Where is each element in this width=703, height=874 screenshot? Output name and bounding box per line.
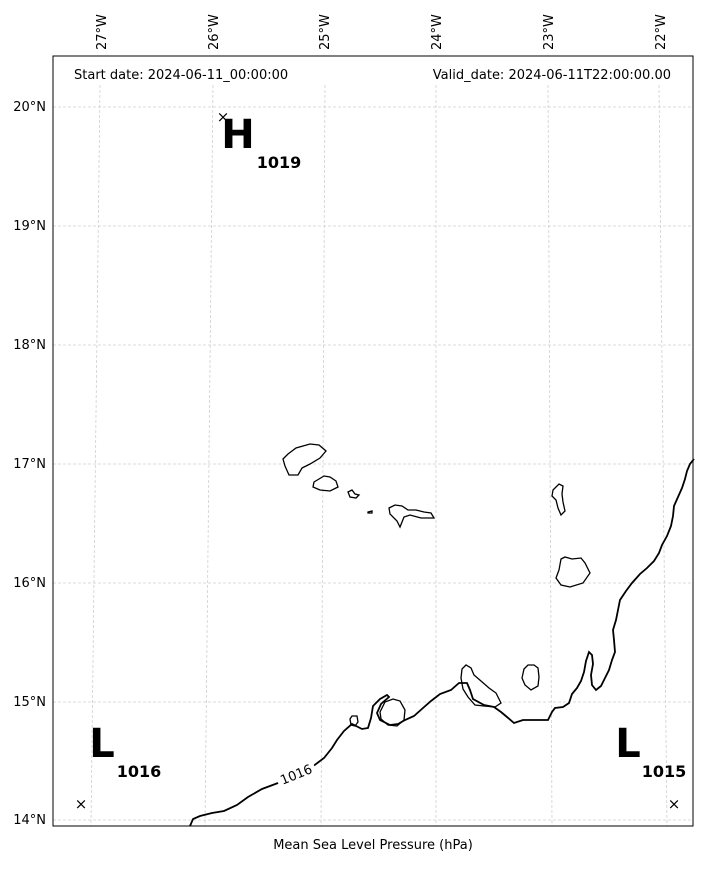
pressure-center-high: × H 1019 [217, 108, 302, 172]
latitude-labels: 20°N 19°N 18°N 17°N 16°N 15°N 14°N [13, 100, 46, 828]
lat-label: 15°N [13, 695, 46, 710]
map-frame [52, 55, 694, 827]
lon-label: 23°W [542, 14, 557, 50]
low-marker-icon: × [75, 795, 88, 813]
island-santiago [460, 664, 502, 708]
island-branco [367, 510, 373, 514]
low-marker-icon: × [668, 795, 681, 813]
valid-date-label: Valid_date: 2024-06-11T22:00:00.00 [433, 68, 671, 83]
island-maio [521, 664, 540, 691]
lon-label: 26°W [207, 14, 222, 50]
island-sao-vicente [312, 475, 339, 492]
lat-label: 14°N [13, 813, 46, 828]
high-letter: H [221, 112, 254, 158]
island-boa-vista [555, 556, 591, 588]
lat-label: 20°N [13, 100, 46, 115]
lat-label: 18°N [13, 338, 46, 353]
cape-verde-islands [282, 443, 591, 727]
low-letter: L [89, 721, 115, 767]
pressure-center-low-west: × L 1016 [75, 721, 162, 813]
lon-label: 25°W [318, 14, 333, 50]
high-value: 1019 [257, 153, 302, 172]
lon-label: 22°W [654, 14, 669, 50]
island-sao-nicolau [388, 504, 436, 529]
lon-label: 27°W [95, 14, 110, 50]
island-santo-antao [282, 443, 327, 476]
isobar-1016 [189, 458, 695, 827]
high-marker-icon: × [217, 108, 230, 126]
lat-label: 16°N [13, 576, 46, 591]
map-caption: Mean Sea Level Pressure (hPa) [273, 838, 473, 853]
island-santa-luzia [347, 489, 361, 499]
start-date-label: Start date: 2024-06-11_00:00:00 [74, 68, 288, 83]
island-sal [551, 483, 566, 517]
low-value: 1016 [117, 762, 162, 781]
pressure-center-low-east: × L 1015 [615, 721, 686, 813]
lat-label: 17°N [13, 457, 46, 472]
low-value: 1015 [642, 762, 687, 781]
low-letter: L [615, 721, 641, 767]
lon-label: 24°W [430, 14, 445, 50]
lat-lon-grid [53, 84, 693, 827]
lat-label: 19°N [13, 219, 46, 234]
longitude-labels: 27°W 26°W 25°W 24°W 23°W 22°W [95, 14, 669, 50]
